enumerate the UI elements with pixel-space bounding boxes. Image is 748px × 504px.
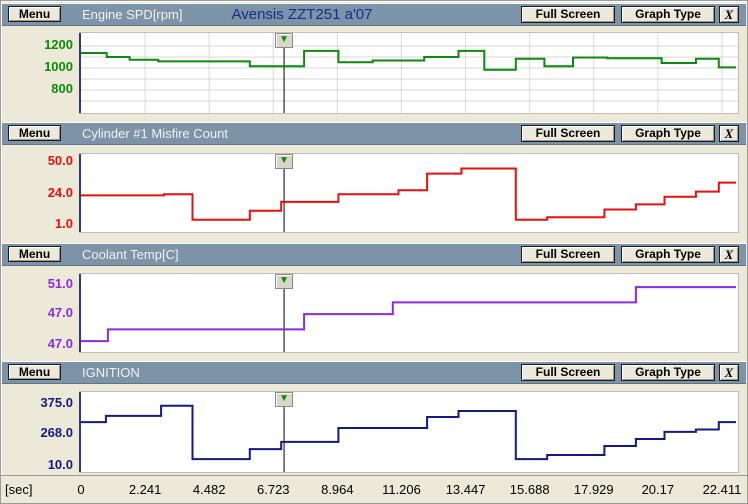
vehicle-title: Avensis ZZT251 a'07 [231, 6, 373, 23]
series-line-ignition [81, 404, 736, 461]
time-axis: [sec] 0 2.241 4.482 6.723 8.964 11.206 13.447 1… [1, 475, 747, 503]
y-axis-tick-label: 50.0 [47, 153, 73, 169]
time-tick-label: 0 [77, 482, 85, 497]
time-tick-label: 17.929 [573, 482, 614, 497]
cursor-arrow-icon: ▼ [279, 393, 290, 404]
chart-svg [79, 392, 736, 472]
graph-type-button[interactable]: Graph Type [621, 246, 715, 263]
y-axis-tick-label: 1000 [44, 59, 73, 75]
time-tick-label: 4.482 [192, 482, 226, 497]
panel-header: Menu Engine SPD[rpm] Avensis ZZT251 a'07… [2, 3, 746, 26]
series-line-coolant-temp [81, 286, 736, 343]
time-tick-label: 13.447 [445, 482, 486, 497]
cursor-marker[interactable]: ▼ [275, 274, 294, 289]
graph-type-button[interactable]: Graph Type [621, 364, 715, 381]
menu-button[interactable]: Menu [8, 6, 61, 22]
close-button[interactable]: X [719, 364, 739, 381]
cursor-marker[interactable]: ▼ [275, 154, 294, 169]
graph-type-button[interactable]: Graph Type [621, 6, 715, 23]
panel-header: Menu IGNITION Full Screen Graph Type X [2, 361, 746, 384]
menu-button[interactable]: Menu [8, 364, 61, 380]
menu-button[interactable]: Menu [8, 125, 61, 141]
cursor-marker[interactable]: ▼ [275, 33, 294, 48]
panel-title: Engine SPD[rpm] [82, 7, 183, 22]
time-tick-label: 8.964 [321, 482, 354, 497]
y-axis-tick-label: 51.0 [47, 275, 73, 291]
chart-svg [79, 154, 736, 232]
full-screen-button[interactable]: Full Screen [521, 246, 615, 263]
y-axis-tick-label: 375.0 [40, 395, 73, 410]
y-axis-tick-label: 47.0 [47, 305, 73, 320]
graph-type-button[interactable]: Graph Type [621, 125, 715, 142]
full-screen-button[interactable]: Full Screen [521, 6, 615, 23]
cursor-arrow-icon: ▼ [279, 34, 290, 45]
y-axis-tick-label: 800 [51, 81, 73, 97]
plot-area[interactable] [79, 391, 739, 473]
series-line-misfire-count [81, 167, 736, 221]
panel-title: Cylinder #1 Misfire Count [82, 126, 228, 141]
y-axis-tick-label: 47.0 [47, 335, 73, 351]
menu-button[interactable]: Menu [8, 246, 61, 262]
y-axis-tick-label: 268.0 [40, 425, 73, 440]
plot-area[interactable] [79, 273, 739, 353]
cursor-marker[interactable]: ▼ [275, 392, 294, 407]
chart-svg [79, 33, 738, 113]
y-axis-tick-label: 24.0 [47, 185, 73, 200]
y-axis-tick-label: 1.0 [54, 215, 73, 231]
time-tick-label: 15.688 [509, 482, 550, 497]
close-button[interactable]: X [719, 125, 739, 142]
plot-area[interactable] [79, 153, 739, 233]
panel-title: Coolant Temp[C] [82, 247, 179, 262]
y-axis-tick-label: 1200 [44, 37, 73, 53]
panel-header: Menu Coolant Temp[C] Full Screen Graph T… [2, 243, 746, 266]
time-axis-unit-label: [sec] [5, 482, 33, 497]
cursor-arrow-icon: ▼ [279, 275, 290, 286]
panel-title: IGNITION [82, 365, 140, 380]
y-axis-tick-label: 10.0 [47, 457, 73, 472]
chart-svg [79, 274, 736, 352]
close-button[interactable]: X [719, 246, 739, 263]
cursor-arrow-icon: ▼ [279, 155, 290, 166]
close-button[interactable]: X [719, 6, 739, 23]
time-tick-label: 6.723 [257, 482, 290, 497]
time-tick-label: 20.17 [641, 482, 675, 497]
time-tick-label: 11.206 [382, 482, 421, 497]
time-tick-label: 2.241 [128, 482, 162, 497]
panel-header: Menu Cylinder #1 Misfire Count Full Scre… [2, 122, 746, 145]
time-tick-label: 22.411 [702, 482, 742, 497]
full-screen-button[interactable]: Full Screen [521, 125, 615, 142]
plot-area[interactable] [79, 32, 739, 114]
series-line-engine-spd [81, 49, 736, 71]
full-screen-button[interactable]: Full Screen [521, 364, 615, 381]
